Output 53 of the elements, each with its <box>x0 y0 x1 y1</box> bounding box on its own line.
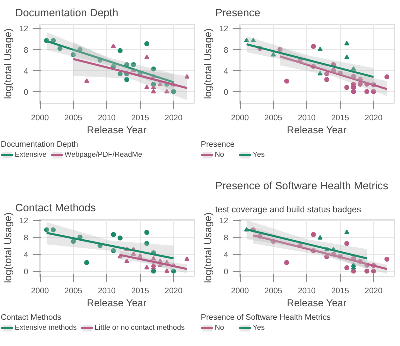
y-tick-label: 8 <box>224 233 230 242</box>
chart-title: Presence <box>216 8 261 20</box>
x-tick-label: 2010 <box>98 286 116 296</box>
y-tick-label: 12 <box>20 24 30 34</box>
x-tick-label: 2015 <box>131 114 150 122</box>
y-axis-title: log(total Usage) <box>204 28 215 100</box>
x-tick-label: 2020 <box>364 114 384 122</box>
y-axis-title: log(total Usage) <box>4 212 15 284</box>
chart-title: Presence of Software Health Metrics <box>216 180 388 192</box>
y-tick-label: 8 <box>24 46 30 55</box>
legend-title: Documentation Depth <box>1 140 80 149</box>
legend-title: Contact Methods <box>1 313 62 322</box>
x-axis-title: Release Year <box>287 298 348 310</box>
x-tick-label: 2005 <box>264 114 284 122</box>
x-tick-label: 2015 <box>331 114 350 122</box>
legend-title: Presence <box>201 140 236 149</box>
chart-title: Documentation Depth <box>16 8 119 20</box>
x-tick-label: 2020 <box>164 286 184 296</box>
legend-title: Presence of Software Health Metrics <box>201 313 331 322</box>
y-tick-label: 12 <box>220 24 230 34</box>
x-axis-title: Release Year <box>87 298 148 310</box>
x-tick-label: 2005 <box>264 286 284 296</box>
x-tick-label: 2020 <box>164 114 184 122</box>
x-tick-label: 2010 <box>298 114 316 122</box>
x-tick-label: 2015 <box>331 286 350 296</box>
y-tick-label: 8 <box>24 233 30 242</box>
chart-subtitle: test coverage and build status badges <box>216 204 362 214</box>
y-tick-label: 4 <box>24 250 30 260</box>
y-tick-label: 0 <box>224 267 230 276</box>
y-tick-label: 4 <box>224 66 230 76</box>
x-tick-label: 2005 <box>64 286 84 296</box>
x-tick-label: 2010 <box>298 286 316 296</box>
y-tick-label: 0 <box>24 88 30 97</box>
y-tick-label: 12 <box>220 216 230 226</box>
x-tick-label: 2000 <box>231 286 250 296</box>
chart-title: Contact Methods <box>16 202 96 214</box>
y-tick-label: 0 <box>224 88 230 97</box>
y-tick-label: 8 <box>224 46 230 55</box>
y-tick-label: 0 <box>24 267 30 276</box>
x-axis-title: Release Year <box>287 126 348 136</box>
x-axis-title: Release Year <box>87 126 148 136</box>
x-tick-label: 2015 <box>131 286 150 296</box>
x-tick-label: 2000 <box>231 114 250 122</box>
x-tick-label: 2005 <box>64 114 84 122</box>
x-tick-label: 2000 <box>31 286 50 296</box>
x-tick-label: 2010 <box>98 114 116 122</box>
x-tick-label: 2020 <box>364 286 384 296</box>
y-axis-title: log(total Usage) <box>204 212 215 284</box>
x-tick-label: 2000 <box>31 114 50 122</box>
y-tick-label: 12 <box>20 216 30 226</box>
y-tick-label: 4 <box>224 250 230 260</box>
y-axis-title: log(total Usage) <box>4 28 15 100</box>
y-tick-label: 4 <box>24 66 30 76</box>
